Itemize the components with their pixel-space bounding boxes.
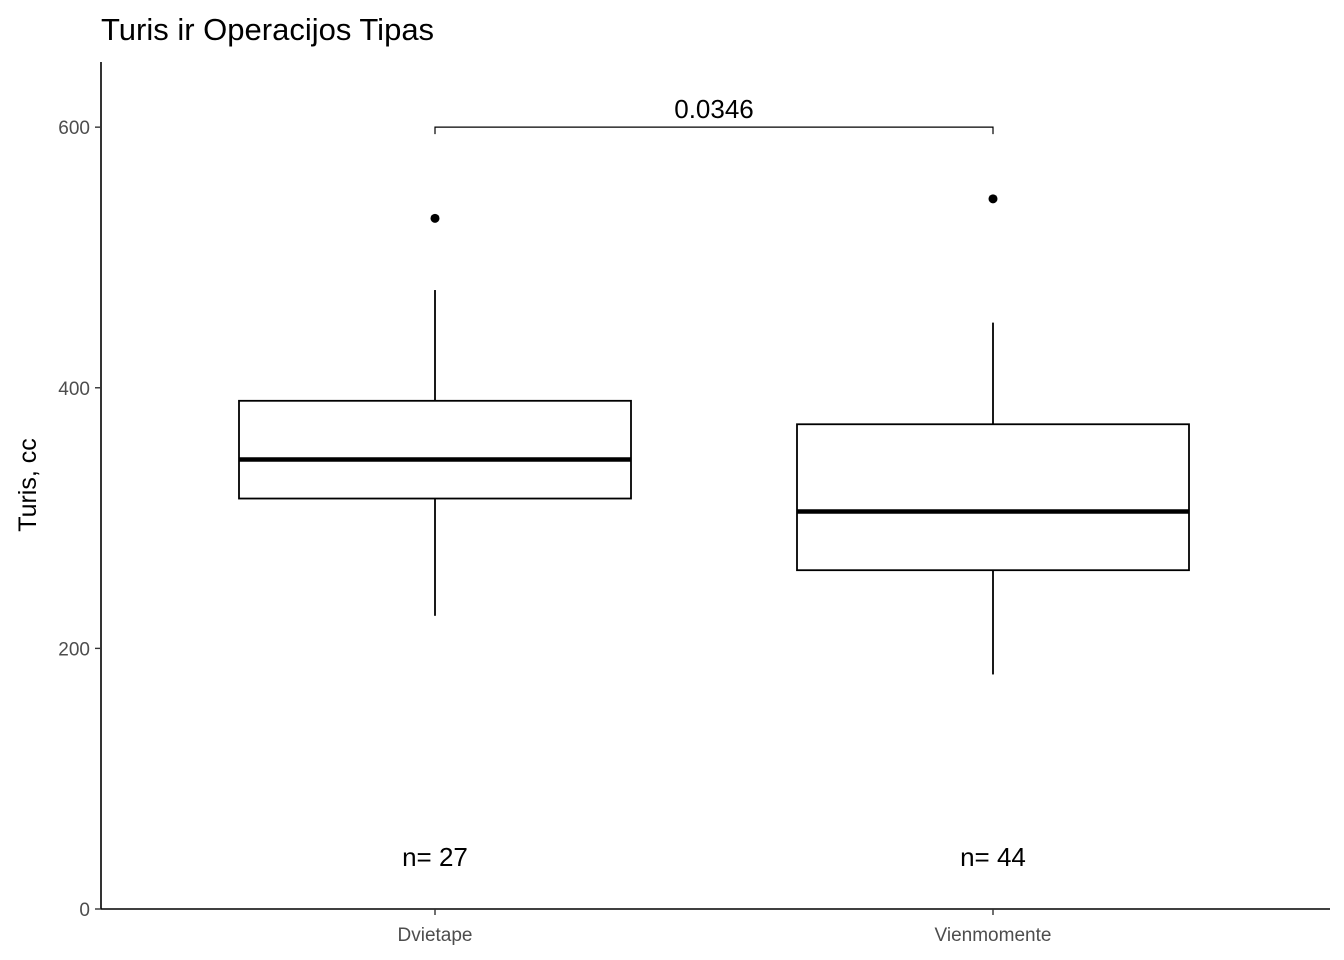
comparison-bracket [434, 126, 994, 135]
chart-title: Turis ir Operacijos Tipas [101, 12, 434, 47]
outlier-point [988, 194, 998, 204]
p-value-label: 0.0346 [674, 94, 754, 124]
x-tick-label: Dvietape [398, 925, 473, 946]
box [796, 423, 1190, 572]
outlier-point [430, 213, 440, 223]
y-axis-label: Turis, cc [14, 438, 42, 532]
n-label: n= 44 [960, 842, 1026, 872]
x-tick-label: Vienmomente [935, 925, 1052, 946]
y-tick-label: 0 [79, 900, 90, 921]
plot-area: 0 200 400 600 Dvietape Vienmomente n= 27 n= 44 0… [58, 62, 1330, 946]
y-tick-label: 400 [58, 379, 90, 400]
box [238, 399, 632, 500]
n-label: n= 27 [402, 842, 468, 872]
y-tick-label: 200 [58, 639, 90, 660]
y-tick-label: 600 [58, 118, 90, 139]
